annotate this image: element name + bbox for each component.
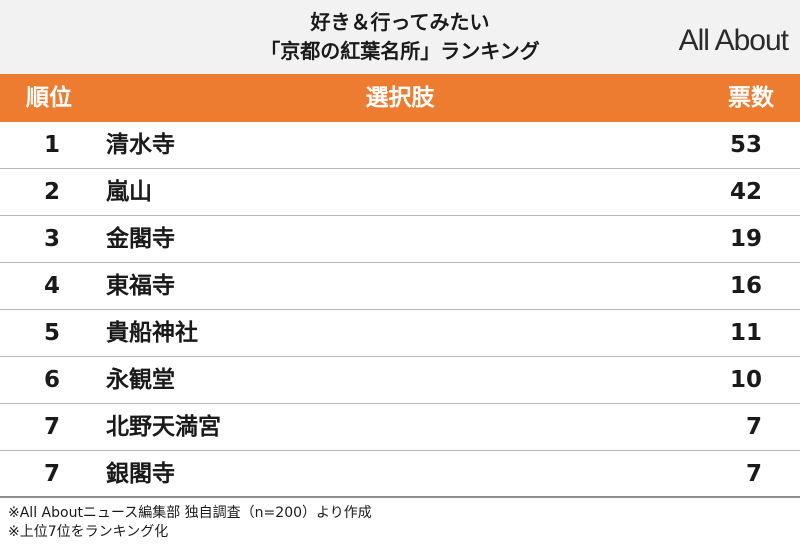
column-header-rank: 順位 (26, 85, 72, 111)
table-row: 4 東福寺 16 (0, 263, 800, 310)
votes-cell: 10 (729, 367, 762, 393)
rank-cell: 7 (44, 461, 61, 487)
rank-cell: 2 (44, 179, 61, 205)
votes-cell: 53 (729, 132, 762, 158)
footnotes: ※All Aboutニュース編集部 独自調査（n=200）より作成 ※上位7位を… (8, 504, 372, 542)
footnote-ranking: ※上位7位をランキング化 (8, 524, 169, 540)
name-cell: 東福寺 (106, 273, 175, 299)
name-cell: 北野天満宮 (106, 414, 221, 440)
footnote-source: ※All Aboutニュース編集部 独自調査（n=200）より作成 (8, 505, 372, 521)
column-header-choice: 選択肢 (365, 85, 435, 111)
votes-cell: 7 (745, 414, 762, 440)
rank-cell: 3 (44, 226, 61, 252)
header: 好き＆行ってみたい 「京都の紅葉名所」ランキング All About (0, 0, 800, 74)
column-header-votes: 票数 (728, 85, 774, 111)
votes-cell: 16 (729, 273, 762, 299)
rank-cell: 6 (44, 367, 61, 393)
votes-cell: 19 (729, 226, 762, 252)
rank-cell: 4 (44, 273, 61, 299)
rank-cell: 5 (44, 320, 61, 346)
page-title: 好き＆行ってみたい 「京都の紅葉名所」ランキング (0, 8, 800, 66)
name-cell: 清水寺 (106, 132, 175, 158)
table-body: 1 清水寺 53 2 嵐山 42 3 金閣寺 19 4 東福寺 16 5 貴船神… (0, 122, 800, 498)
votes-cell: 7 (745, 461, 762, 487)
title-line-2: 「京都の紅葉名所」ランキング (260, 39, 540, 63)
table-row: 7 北野天満宮 7 (0, 404, 800, 451)
name-cell: 金閣寺 (106, 226, 175, 252)
votes-cell: 11 (729, 320, 762, 346)
table-row: 7 銀閣寺 7 (0, 451, 800, 498)
table-row: 3 金閣寺 19 (0, 216, 800, 263)
table-row: 1 清水寺 53 (0, 122, 800, 169)
all-about-logo: All About (678, 24, 789, 57)
name-cell: 貴船神社 (106, 320, 198, 346)
table-header: 順位 選択肢 票数 (0, 74, 800, 122)
rank-cell: 1 (44, 132, 61, 158)
votes-cell: 42 (729, 179, 762, 205)
name-cell: 永観堂 (106, 367, 175, 393)
name-cell: 銀閣寺 (106, 461, 175, 487)
table-row: 6 永観堂 10 (0, 357, 800, 404)
table-row: 5 貴船神社 11 (0, 310, 800, 357)
title-line-1: 好き＆行ってみたい (310, 10, 490, 34)
table-row: 2 嵐山 42 (0, 169, 800, 216)
rank-cell: 7 (44, 414, 61, 440)
name-cell: 嵐山 (106, 179, 152, 205)
